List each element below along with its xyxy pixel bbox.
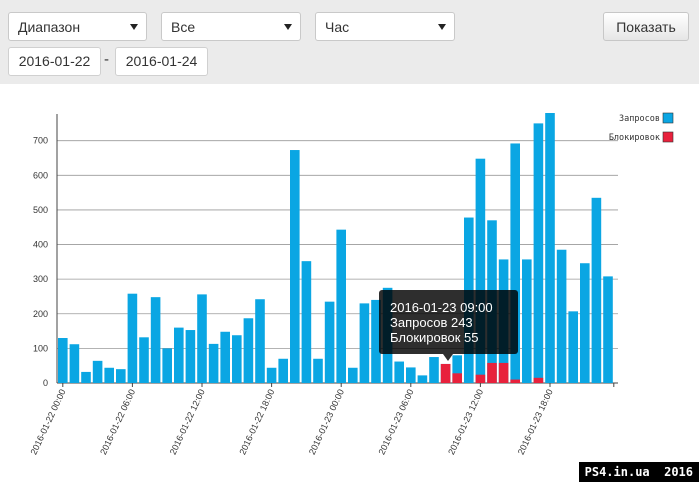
bar-requests xyxy=(162,348,172,383)
bar-requests xyxy=(58,338,68,383)
bar-requests xyxy=(150,297,161,383)
bar-requests xyxy=(81,371,91,383)
period-select[interactable]: Час xyxy=(315,12,455,41)
date-to-input[interactable]: 2016-01-24 xyxy=(115,47,208,76)
bar-requests xyxy=(290,150,300,383)
tooltip-line: 2016-01-23 09:00 xyxy=(390,300,493,315)
watermark: PS4.in.ua 2016 xyxy=(578,462,699,482)
bar-requests xyxy=(324,301,335,383)
x-tick-label: 2016-01-22 06:00 xyxy=(98,388,137,457)
tooltip-line: Запросов 243 xyxy=(390,315,473,330)
legend-swatch xyxy=(662,131,674,143)
tooltip-line: Блокировок 55 xyxy=(390,330,479,345)
y-tick-label: 300 xyxy=(33,274,48,284)
bar-requests xyxy=(266,367,277,383)
group-select-value: Все xyxy=(171,19,196,35)
bar-requests xyxy=(185,330,196,383)
bar-requests xyxy=(545,113,555,383)
date-separator: - xyxy=(104,51,109,68)
bar-blocks xyxy=(487,362,497,383)
y-tick-label: 0 xyxy=(43,378,48,388)
y-tick-label: 200 xyxy=(33,309,48,319)
bar-blocks xyxy=(510,379,520,383)
bar-requests xyxy=(371,299,381,383)
y-tick-label: 700 xyxy=(33,136,48,146)
x-tick-label: 2016-01-23 12:00 xyxy=(446,388,485,457)
bar-requests xyxy=(197,294,207,383)
show-button[interactable]: Показать xyxy=(603,12,689,41)
bar-requests xyxy=(278,358,288,383)
bar-requests xyxy=(603,276,613,383)
bar-blocks xyxy=(498,362,509,383)
chevron-down-icon xyxy=(284,24,292,30)
group-select[interactable]: Все xyxy=(161,12,301,41)
bar-requests xyxy=(220,331,230,383)
range-select-value: Диапазон xyxy=(18,19,81,35)
bar-requests xyxy=(417,375,428,383)
bar-requests xyxy=(127,293,138,383)
x-tick-label: 2016-01-23 18:00 xyxy=(516,388,555,457)
bar-requests xyxy=(208,343,219,383)
tooltip-arrow xyxy=(443,354,453,361)
bar-requests xyxy=(255,299,265,383)
bar-requests xyxy=(139,337,149,383)
x-tick-label: 2016-01-22 18:00 xyxy=(237,388,276,457)
bar-requests xyxy=(313,358,323,383)
range-select[interactable]: Диапазон xyxy=(8,12,147,41)
bar-requests xyxy=(580,263,590,383)
requests-chart: 0 100 200 300 400 500 600 700 2016-01-22 00:00 20… xyxy=(29,112,674,457)
y-tick-label: 100 xyxy=(33,343,48,353)
legend-label: Запросов xyxy=(619,114,660,124)
bar-requests xyxy=(336,229,346,383)
chevron-down-icon xyxy=(438,24,446,30)
filter-toolbar: Диапазон Все Час Показать 2016-01-22 - 2… xyxy=(0,0,699,84)
bar-requests xyxy=(348,367,358,383)
bar-requests xyxy=(69,344,80,383)
bar-requests xyxy=(92,360,103,383)
legend-label: Блокировок xyxy=(609,133,660,143)
bar-requests xyxy=(359,303,370,383)
bar-requests xyxy=(394,361,404,383)
date-from-input[interactable]: 2016-01-22 xyxy=(8,47,101,76)
bar-requests xyxy=(232,335,242,383)
bar-requests xyxy=(301,261,312,383)
legend: Запросов Блокировок xyxy=(609,112,674,143)
bar-requests xyxy=(475,158,486,383)
x-tick-label: 2016-01-23 00:00 xyxy=(307,388,346,457)
bar-requests xyxy=(452,355,462,383)
y-tick-label: 400 xyxy=(33,240,48,250)
tooltip-box xyxy=(379,290,518,354)
legend-swatch xyxy=(662,112,674,124)
bar-blocks xyxy=(475,374,486,383)
chevron-down-icon xyxy=(130,24,138,30)
x-tick-label: 2016-01-23 06:00 xyxy=(377,388,416,457)
bar-requests xyxy=(116,369,126,383)
bar-requests xyxy=(591,197,602,383)
bar-requests xyxy=(510,143,520,383)
bar-requests xyxy=(522,259,532,383)
bar-requests xyxy=(556,249,567,383)
x-tick-label: 2016-01-22 12:00 xyxy=(168,388,207,457)
bar-requests xyxy=(429,357,439,383)
bar-blocks xyxy=(533,377,544,383)
bar-blocks xyxy=(440,363,451,383)
y-tick-label: 600 xyxy=(33,170,48,180)
bar-requests xyxy=(533,123,544,383)
y-tick-label: 500 xyxy=(33,205,48,215)
period-select-value: Час xyxy=(325,19,350,35)
bar-blocks xyxy=(452,373,462,383)
bar-requests xyxy=(406,367,416,383)
bar-requests xyxy=(104,367,114,383)
bar-requests xyxy=(568,311,578,383)
x-tick-label: 2016-01-22 00:00 xyxy=(29,388,68,457)
bar-requests xyxy=(174,327,184,383)
bar-requests xyxy=(243,318,254,383)
